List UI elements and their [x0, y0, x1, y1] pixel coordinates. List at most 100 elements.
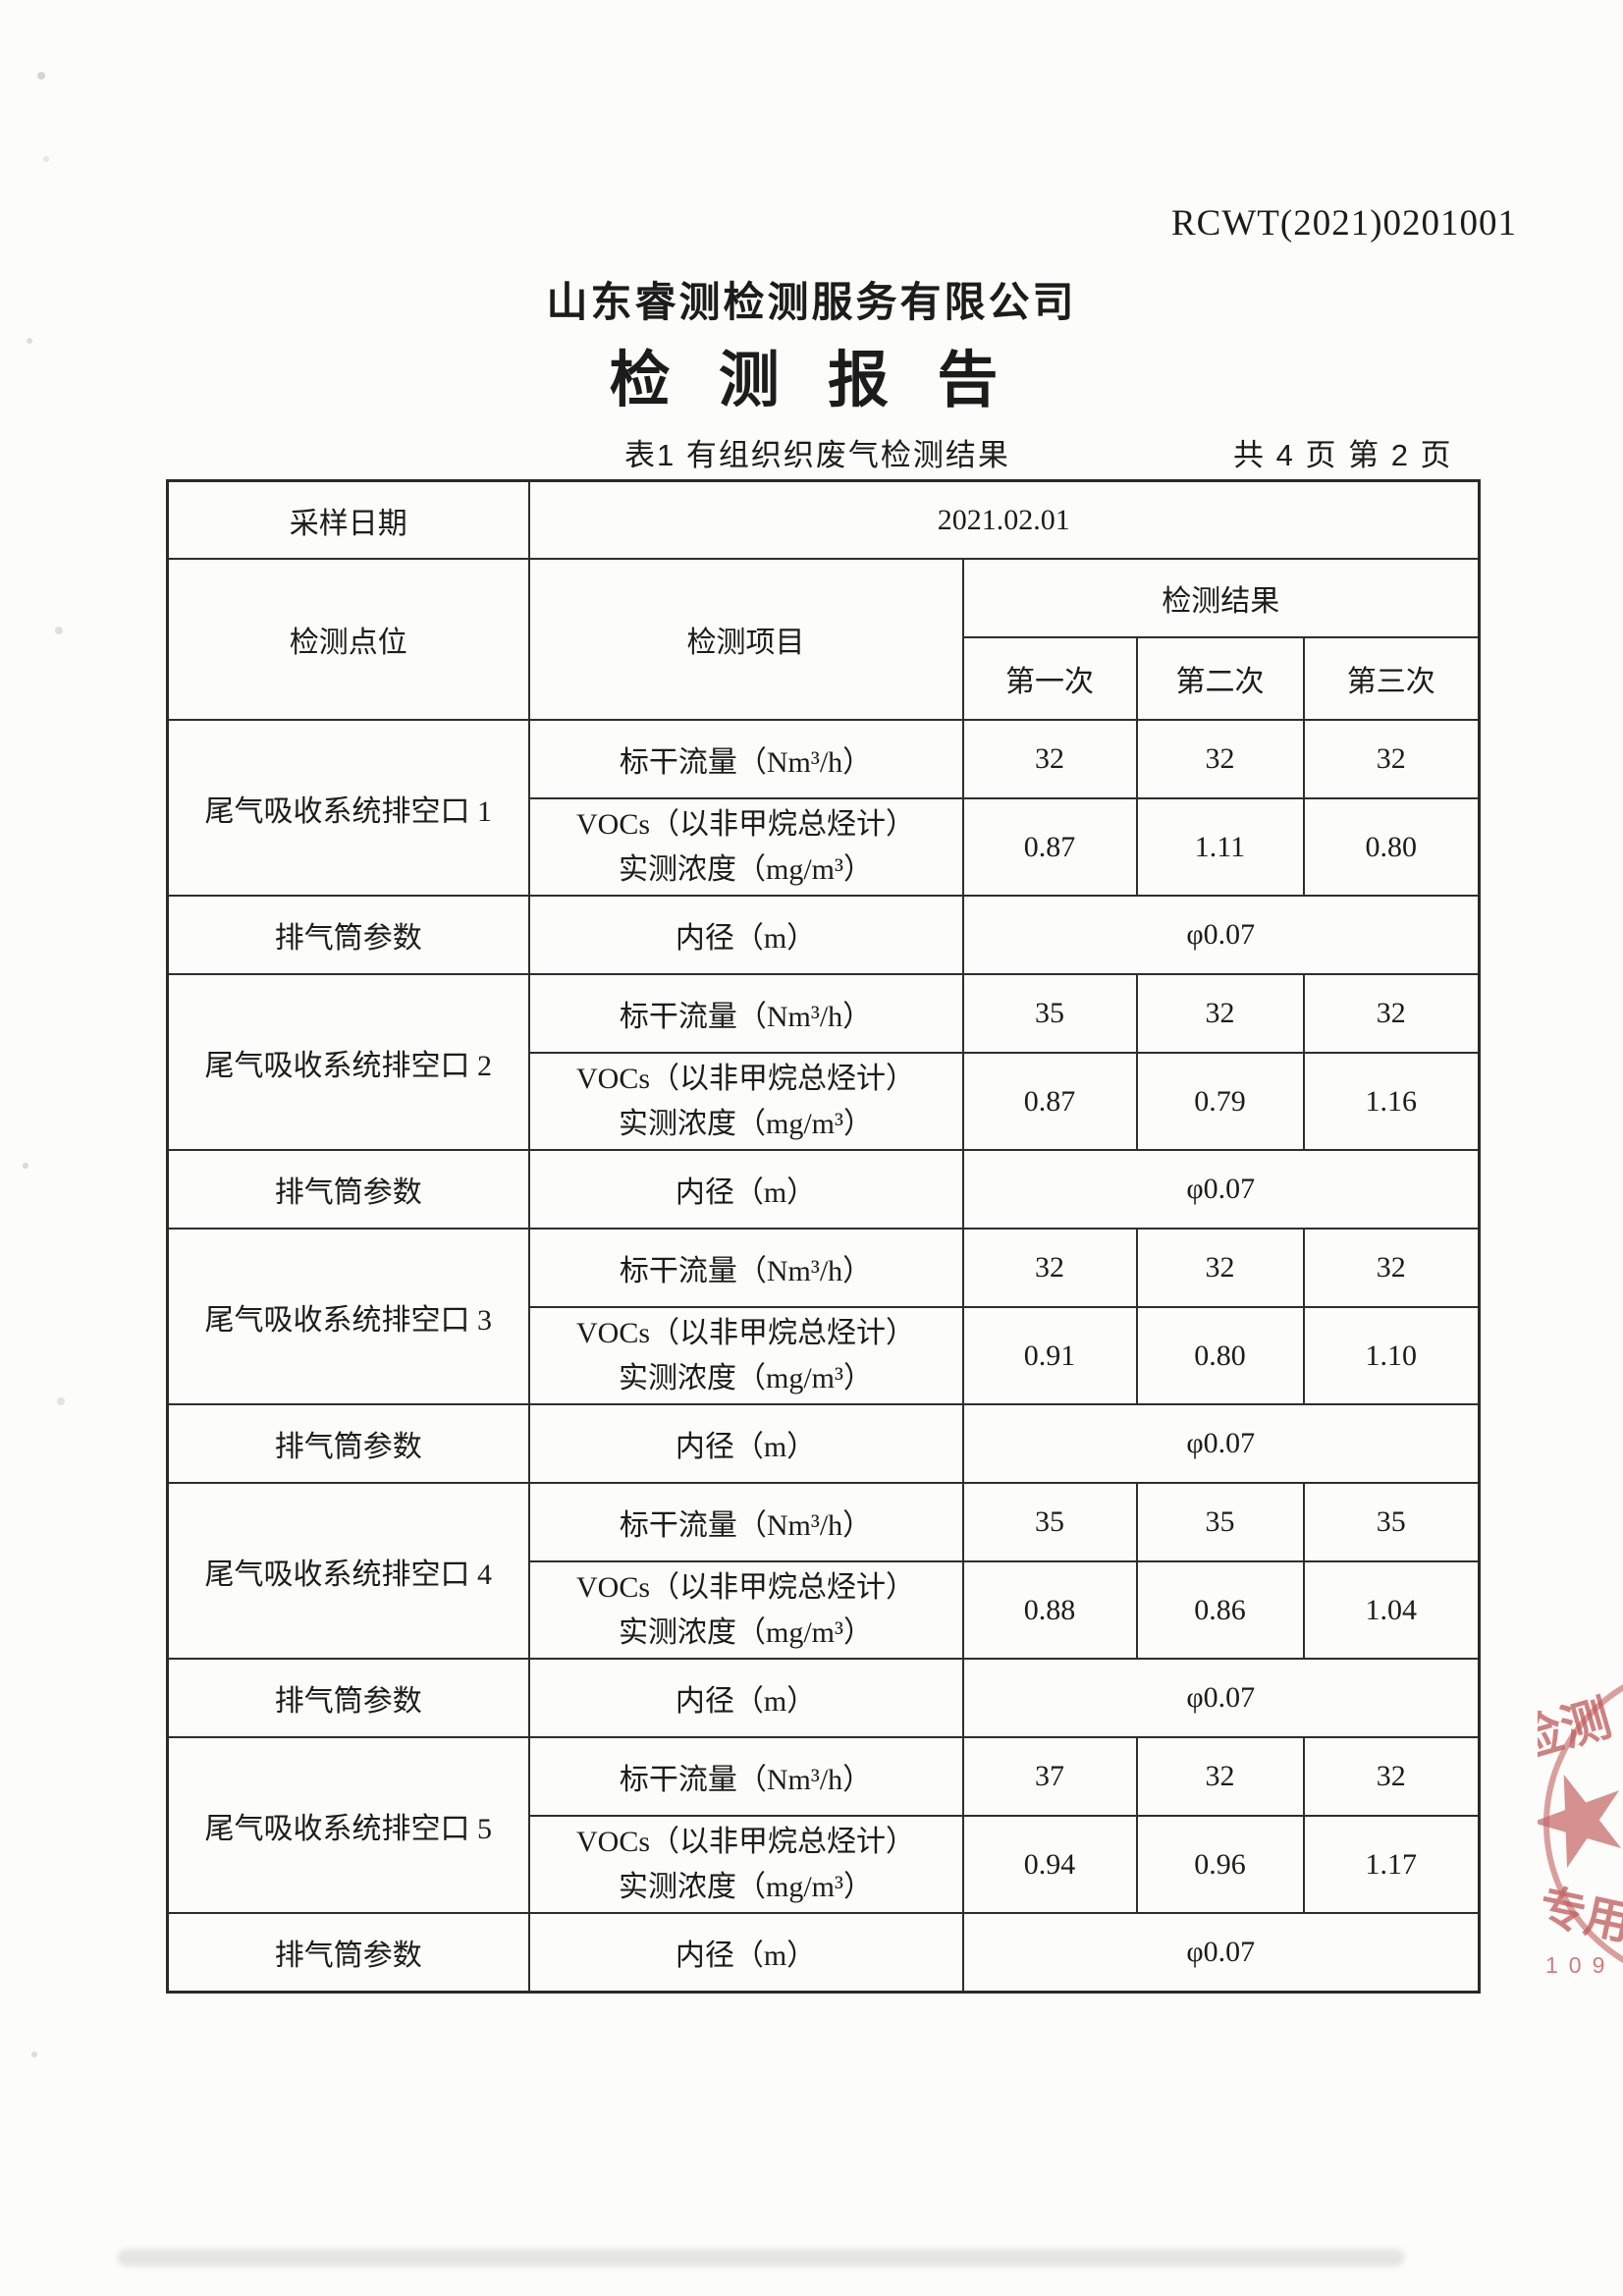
stack-param-label-cell: 排气筒参数: [166, 1912, 530, 1994]
vocs-value-cell: 0.91: [961, 1306, 1138, 1405]
flow-value-cell: 32: [961, 719, 1138, 799]
flow-value-cell: 32: [1135, 1736, 1305, 1817]
vocs-value-cell: 0.88: [961, 1560, 1138, 1660]
stamp-digits: 109: [1545, 1952, 1616, 1978]
vocs-value-cell: 0.87: [961, 1052, 1138, 1151]
stack-param-label-cell: 排气筒参数: [166, 1403, 530, 1484]
sampling-date-label-cell: 采样日期: [166, 479, 530, 560]
table-caption: 表1 有组织织废气检测结果: [624, 438, 1010, 472]
vocs-value-cell: 0.94: [961, 1815, 1138, 1914]
vocs-value-cell: 1.16: [1302, 1052, 1481, 1151]
vocs-value-cell: 0.80: [1302, 797, 1481, 897]
flow-label-cell: 标干流量（Nm³/h）: [527, 1482, 964, 1562]
stack-param-row: 排气筒参数 内径（m） φ0.07: [166, 1912, 1481, 1994]
point-cell: 尾气吸收系统排空口 2: [166, 973, 530, 1151]
flow-value-cell: 32: [961, 1228, 1138, 1308]
vocs-label-cell: VOCs（以非甲烷总烃计） 实测浓度（mg/m³）: [527, 1560, 964, 1660]
flow-label-cell: 标干流量（Nm³/h）: [527, 973, 964, 1054]
stamp-bottom-text: 专用章: [1538, 1879, 1623, 1959]
stack-param-row: 排气筒参数 内径（m） φ0.07: [166, 1658, 1481, 1738]
diameter-label-cell: 内径（m）: [527, 1403, 964, 1484]
vocs-label-line2: 实测浓度（mg/m³）: [619, 1615, 873, 1649]
diameter-value-cell: φ0.07: [961, 1912, 1481, 1994]
flow-label-cell: 标干流量（Nm³/h）: [527, 1736, 964, 1817]
results-table: 采样日期 2021.02.01 检测点位 检测项目 检测结果 第一次 第二次 第…: [166, 479, 1481, 1994]
red-seal-stamp: 检测 ★ 专用章 109: [1538, 1656, 1623, 2001]
point-cell: 尾气吸收系统排空口 1: [166, 719, 530, 897]
scan-specks: [0, 0, 4, 4]
vocs-value-cell: 0.79: [1135, 1052, 1305, 1151]
header-row-2: 第一次 第二次 第三次: [168, 636, 1481, 721]
vocs-label-line2: 实测浓度（mg/m³）: [619, 1870, 873, 1903]
star-icon: ★: [1538, 1764, 1623, 1878]
flow-row: 尾气吸收系统排空口 3 标干流量（Nm³/h） 32 32 32: [166, 1228, 1481, 1405]
run3-header-cell: 第三次: [1302, 636, 1481, 721]
diameter-value-cell: φ0.07: [961, 895, 1481, 975]
flow-value-cell: 32: [1302, 1228, 1481, 1308]
diameter-label-cell: 内径（m）: [527, 1658, 964, 1738]
flow-row: 尾气吸收系统排空口 5 标干流量（Nm³/h） 37 32 32: [166, 1736, 1481, 1914]
flow-value-cell: 35: [1135, 1482, 1305, 1562]
flow-row: 尾气吸收系统排空口 2 标干流量（Nm³/h） 35 32 32: [166, 973, 1481, 1151]
stack-param-row: 排气筒参数 内径（m） φ0.07: [166, 895, 1481, 975]
flow-value-cell: 32: [1135, 719, 1305, 799]
flow-value-cell: 35: [1302, 1482, 1481, 1562]
vocs-value-cell: 0.87: [961, 797, 1138, 897]
run1-header-cell: 第一次: [961, 636, 1138, 721]
stack-param-label-cell: 排气筒参数: [166, 895, 530, 975]
flow-value-cell: 32: [1302, 719, 1481, 799]
vocs-label-line1: VOCs（以非甲烷总烃计）: [575, 1570, 915, 1604]
vocs-value-cell: 0.80: [1135, 1306, 1305, 1405]
sampling-date-value-cell: 2021.02.01: [527, 479, 1481, 560]
flow-value-cell: 35: [961, 1482, 1138, 1562]
stack-param-row: 排气筒参数 内径（m） φ0.07: [166, 1149, 1481, 1230]
vocs-label-line1: VOCs（以非甲烷总烃计）: [575, 1062, 915, 1095]
report-number: RCWT(2021)0201001: [1171, 203, 1518, 244]
vocs-label-line2: 实测浓度（mg/m³）: [619, 852, 873, 886]
vocs-label-cell: VOCs（以非甲烷总烃计） 实测浓度（mg/m³）: [527, 797, 964, 897]
report-title: 检 测 报 告: [609, 347, 1014, 414]
vocs-label-line1: VOCs（以非甲烷总烃计）: [575, 1316, 915, 1349]
vocs-value-cell: 0.96: [1135, 1815, 1305, 1914]
flow-value-cell: 32: [1135, 973, 1305, 1054]
point-cell: 尾气吸收系统排空口 5: [166, 1736, 530, 1914]
sampling-date-row: 采样日期 2021.02.01: [166, 479, 1481, 560]
vocs-value-cell: 1.04: [1302, 1560, 1481, 1660]
item-header-cell: 检测项目: [527, 558, 964, 721]
point-header-cell: 检测点位: [166, 558, 530, 721]
flow-row: 尾气吸收系统排空口 1 标干流量（Nm³/h） 32 32 32: [166, 719, 1481, 897]
scan-artifact-bottom: [118, 2249, 1404, 2267]
flow-value-cell: 35: [961, 973, 1138, 1054]
diameter-label-cell: 内径（m）: [527, 1149, 964, 1230]
vocs-row: VOCs（以非甲烷总烃计） 实测浓度（mg/m³） 0.88 0.86 1.04: [168, 1560, 1481, 1660]
vocs-value-cell: 1.17: [1302, 1815, 1481, 1914]
stack-param-label-cell: 排气筒参数: [166, 1658, 530, 1738]
vocs-label-line1: VOCs（以非甲烷总烃计）: [575, 807, 915, 841]
flow-value-cell: 32: [1135, 1228, 1305, 1308]
point-cell: 尾气吸收系统排空口 3: [166, 1228, 530, 1405]
stack-param-row: 排气筒参数 内径（m） φ0.07: [166, 1403, 1481, 1484]
run2-header-cell: 第二次: [1135, 636, 1305, 721]
diameter-label-cell: 内径（m）: [527, 895, 964, 975]
vocs-value-cell: 1.11: [1135, 797, 1305, 897]
flow-row: 尾气吸收系统排空口 4 标干流量（Nm³/h） 35 35 35: [166, 1482, 1481, 1660]
vocs-label-cell: VOCs（以非甲烷总烃计） 实测浓度（mg/m³）: [527, 1306, 964, 1405]
vocs-label-cell: VOCs（以非甲烷总烃计） 实测浓度（mg/m³）: [527, 1815, 964, 1914]
vocs-label-line1: VOCs（以非甲烷总烃计）: [575, 1825, 915, 1858]
vocs-row: VOCs（以非甲烷总烃计） 实测浓度（mg/m³） 0.87 0.79 1.16: [168, 1052, 1481, 1151]
result-header-cell: 检测结果: [961, 558, 1481, 638]
vocs-value-cell: 1.10: [1302, 1306, 1481, 1405]
point-cell: 尾气吸收系统排空口 4: [166, 1482, 530, 1660]
diameter-value-cell: φ0.07: [961, 1149, 1481, 1230]
diameter-label-cell: 内径（m）: [527, 1912, 964, 1994]
vocs-row: VOCs（以非甲烷总烃计） 实测浓度（mg/m³） 0.94 0.96 1.17: [168, 1815, 1481, 1914]
header-row-1: 检测点位 检测项目 检测结果: [166, 558, 1481, 721]
vocs-value-cell: 0.86: [1135, 1560, 1305, 1660]
vocs-label-line2: 实测浓度（mg/m³）: [619, 1361, 873, 1394]
diameter-value-cell: φ0.07: [961, 1403, 1481, 1484]
vocs-label-cell: VOCs（以非甲烷总烃计） 实测浓度（mg/m³）: [527, 1052, 964, 1151]
flow-value-cell: 32: [1302, 1736, 1481, 1817]
flow-value-cell: 37: [961, 1736, 1138, 1817]
company-name: 山东睿测检测服务有限公司: [546, 279, 1077, 325]
